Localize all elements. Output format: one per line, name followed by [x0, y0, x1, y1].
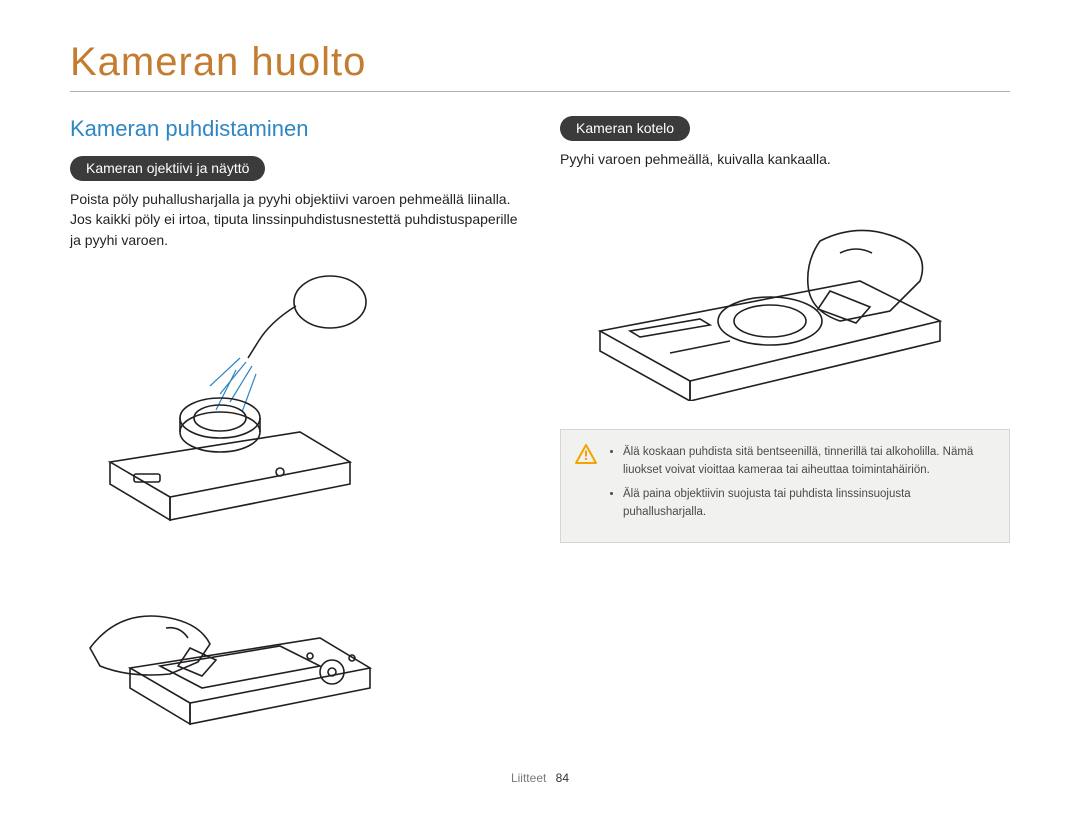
wipe-screen-illustration	[70, 538, 430, 738]
footer-section-label: Liitteet	[511, 771, 546, 785]
section-subtitle: Kameran puhdistaminen	[70, 116, 520, 142]
warning-triangle-icon	[575, 444, 597, 527]
body-text-right: Pyyhi varoen pehmeällä, kuivalla kankaal…	[560, 149, 1010, 169]
lens-body-text: Poista pöly puhallusharjalla ja pyyhi ob…	[70, 189, 520, 250]
caution-box: Älä koskaan puhdista sitä bentseenillä, …	[560, 429, 1010, 542]
page-title: Kameran huolto	[70, 40, 1010, 85]
subsection-pill-body: Kameran kotelo	[560, 116, 690, 141]
page-footer: Liitteet 84	[0, 771, 1080, 785]
left-column: Kameran puhdistaminen Kameran ojektiivi …	[70, 116, 520, 754]
caution-item: Älä paina objektiivin suojusta tai puhdi…	[623, 486, 993, 522]
caution-item: Älä koskaan puhdista sitä bentseenillä, …	[623, 444, 993, 480]
right-column: Kameran kotelo Pyyhi varoen pehmeällä, k…	[560, 116, 1010, 754]
two-column-layout: Kameran puhdistaminen Kameran ojektiivi …	[70, 116, 1010, 754]
wipe-body-illustration	[560, 181, 980, 401]
subsection-pill-lens: Kameran ojektiivi ja näyttö	[70, 156, 265, 181]
title-rule	[70, 91, 1010, 92]
caution-text: Älä koskaan puhdista sitä bentseenillä, …	[609, 444, 993, 527]
manual-page: Kameran huolto Kameran puhdistaminen Kam…	[0, 0, 1080, 815]
footer-page-number: 84	[556, 771, 569, 785]
blower-on-lens-illustration	[70, 262, 430, 522]
